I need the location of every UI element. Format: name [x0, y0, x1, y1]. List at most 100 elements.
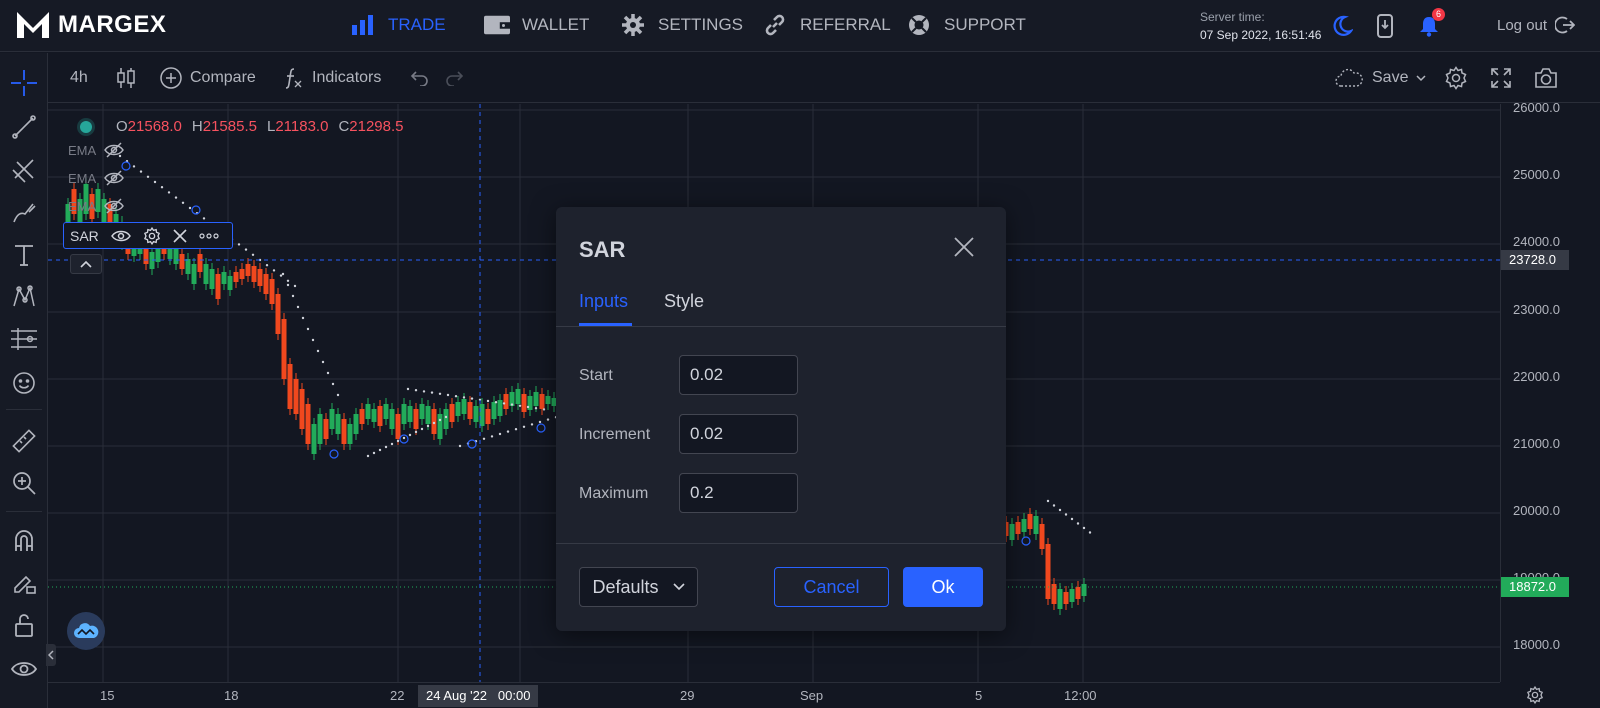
study-legend-ema[interactable]: EMA [68, 170, 125, 186]
dialog-close-button[interactable] [952, 235, 976, 259]
nav-referral[interactable]: REFERRAL [762, 14, 891, 36]
sar-dot [1058, 508, 1062, 512]
tradingview-logo-button[interactable] [67, 612, 105, 650]
prediction-tool[interactable] [8, 323, 40, 355]
logout-button[interactable]: Log out [1497, 15, 1576, 35]
candle-body [383, 404, 389, 419]
dialog-title: SAR [579, 237, 626, 262]
sar-dot [482, 437, 486, 440]
candle-body [335, 414, 341, 434]
study-legend-sar[interactable]: SAR [63, 222, 233, 249]
gear-icon[interactable] [143, 226, 161, 245]
nav-support[interactable]: SUPPORT [906, 14, 1026, 36]
sar-dot [432, 421, 436, 425]
pattern-tool[interactable] [8, 281, 40, 313]
candle-body [1045, 544, 1051, 599]
pencil-lock-icon [14, 575, 36, 594]
moon-icon [1333, 15, 1353, 36]
start-input[interactable] [679, 355, 798, 395]
candle-body [65, 204, 71, 222]
fib-tool[interactable] [8, 155, 40, 187]
candle-body [197, 254, 203, 272]
ok-button[interactable]: Ok [903, 567, 983, 607]
candle-body [263, 274, 269, 294]
measure-tool[interactable] [8, 425, 40, 457]
stay-drawing-tool[interactable] [8, 567, 40, 599]
candle-body [455, 402, 461, 416]
nav-trade-label: TRADE [388, 15, 446, 34]
eye-hidden-icon[interactable] [104, 198, 125, 214]
mobile-app-button[interactable] [1373, 14, 1397, 38]
indicators-button[interactable]: Indicators [284, 66, 381, 90]
maximum-input[interactable] [679, 473, 798, 513]
crosshair-tool[interactable] [8, 67, 40, 99]
trend-line-tool[interactable] [8, 111, 40, 143]
sar-dot [1064, 513, 1068, 516]
redo-button[interactable] [444, 66, 464, 90]
nav-wallet[interactable]: WALLET [484, 14, 589, 36]
sar-dot [422, 390, 426, 393]
hide-drawings-tool[interactable] [8, 653, 40, 685]
candle-body [503, 394, 509, 409]
save-button[interactable]: Save [1334, 66, 1426, 90]
phone-download-icon [1377, 14, 1393, 38]
interval-button[interactable]: 4h [70, 66, 88, 90]
text-tool[interactable] [8, 239, 40, 271]
time-tick: 5 [975, 688, 983, 703]
candle-body [101, 199, 107, 224]
lock-tool[interactable] [8, 609, 40, 641]
screenshot-button[interactable] [1534, 66, 1558, 90]
candle-body [269, 279, 275, 304]
candle-body [209, 269, 215, 289]
candle-body [203, 264, 209, 284]
increment-input[interactable] [679, 414, 798, 454]
candle-body [545, 396, 551, 404]
axis-settings-button[interactable] [1526, 685, 1544, 705]
sar-dot [366, 454, 370, 458]
sar-settings-dialog: SAR Inputs Style Start Increment Maximum… [556, 207, 1006, 631]
legend-collapse-button[interactable] [70, 254, 102, 274]
time-axis[interactable]: 15 18 22 29 Sep 5 12:00 24 Aug '22 00:00 [48, 682, 1500, 708]
study-legend-ema[interactable]: EMA [68, 198, 125, 214]
candle-body [515, 389, 521, 404]
study-legend-ema[interactable]: EMA [68, 142, 125, 158]
nav-settings[interactable]: SETTINGS [620, 14, 743, 36]
sar-dot [181, 201, 185, 204]
undo-button[interactable] [410, 66, 430, 90]
ohlc-high: H21585.5 [191, 118, 257, 135]
server-time: Server time: 07 Sep 2022, 16:51:46 [1200, 8, 1321, 44]
sar-dot [538, 420, 542, 424]
close-icon [954, 237, 974, 257]
candle-body [173, 246, 179, 264]
sidebar-collapse-handle[interactable] [46, 644, 56, 666]
magnet-tool[interactable] [8, 525, 40, 557]
candle-body [533, 392, 539, 406]
close-icon[interactable] [173, 228, 187, 243]
compare-button[interactable]: Compare [160, 66, 256, 90]
eye-hidden-icon[interactable] [104, 142, 125, 158]
tab-inputs[interactable]: Inputs [579, 291, 629, 311]
cancel-button[interactable]: Cancel [774, 567, 889, 607]
nav-trade[interactable]: TRADE [350, 14, 446, 36]
text-icon [15, 245, 33, 266]
emoji-tool[interactable] [8, 367, 40, 399]
chart-type-button[interactable] [116, 66, 136, 90]
price-axis[interactable]: 26000.0 25000.0 24000.0 23000.0 22000.0 … [1500, 100, 1600, 682]
trend-line-icon [12, 115, 36, 139]
candle-body [221, 272, 227, 284]
zoom-tool[interactable] [8, 467, 40, 499]
tab-style[interactable]: Style [664, 291, 705, 311]
brand-logo[interactable]: MARGEX [16, 10, 166, 40]
chart-settings-button[interactable] [1444, 66, 1468, 90]
sar-dot [372, 451, 376, 455]
defaults-dropdown[interactable]: Defaults [579, 567, 698, 607]
sar-dot [490, 435, 494, 438]
eye-hidden-icon[interactable] [104, 170, 125, 186]
sar-reversal-marker [191, 205, 201, 215]
theme-toggle[interactable] [1330, 14, 1354, 38]
fullscreen-button[interactable] [1490, 66, 1512, 90]
notifications-button[interactable]: 6 [1417, 8, 1445, 38]
brush-tool[interactable] [8, 197, 40, 229]
more-icon[interactable] [199, 232, 219, 239]
eye-icon[interactable] [110, 229, 131, 243]
